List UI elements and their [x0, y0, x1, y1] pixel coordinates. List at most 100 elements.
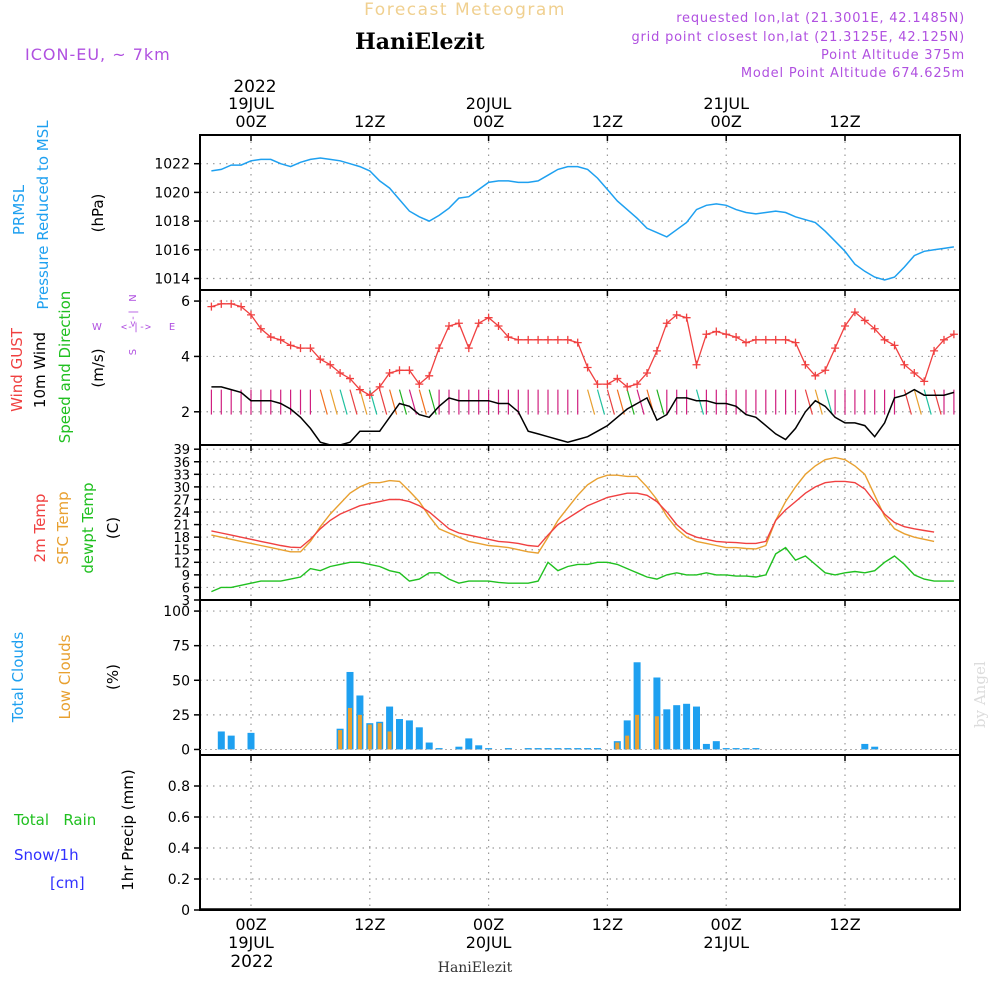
temp-ytick-label: 39	[173, 443, 190, 458]
total-clouds-bar	[594, 748, 601, 750]
gust-marker	[751, 335, 760, 344]
compass-south: S	[128, 349, 139, 355]
gust-marker	[385, 369, 394, 378]
wind-direction-arrow	[369, 389, 378, 415]
total-clouds-bar	[425, 742, 433, 750]
footer-station: HaniElezit	[438, 960, 513, 976]
gust-marker	[395, 366, 404, 375]
gust-marker	[217, 299, 226, 308]
wind-direction-arrow	[933, 389, 942, 415]
total-clouds-bar	[544, 748, 552, 750]
precip-frame	[199, 754, 961, 911]
gust-label: Wind GUST	[8, 327, 26, 412]
requested-coords: requested lon,lat (21.3001E, 42.1485N)	[676, 11, 965, 26]
precip-ytick-label: 0.4	[168, 841, 190, 857]
gust-marker	[296, 344, 305, 353]
pressure-unit: (hPa)	[89, 194, 107, 233]
precip-ytick-label: 0.6	[168, 810, 190, 826]
temp-ytick-label: 30	[173, 481, 190, 496]
rain-label: Total Rain	[13, 811, 96, 829]
total-clouds-bar	[752, 748, 760, 750]
pressure-ytick-label: 1020	[154, 185, 190, 201]
station-name: HaniElezit	[355, 29, 485, 55]
gust-marker	[940, 335, 948, 344]
total-clouds-bar	[633, 662, 641, 750]
total-clouds-bar	[693, 706, 700, 750]
gust-line	[211, 303, 955, 396]
total-clouds-bar	[673, 705, 681, 750]
low-clouds-bar	[654, 716, 659, 750]
bottom-hour-label: 12Z	[354, 915, 385, 934]
gust-marker	[336, 369, 345, 378]
gust-marker	[563, 335, 572, 344]
total-clouds-bar	[396, 719, 403, 750]
gust-marker	[623, 382, 632, 391]
clouds-ytick-label: 25	[172, 708, 190, 724]
wind-dir-label: Speed and Direction	[56, 291, 74, 444]
low-clouds-bar	[377, 723, 382, 750]
gust-marker	[860, 316, 869, 325]
model-altitude: Model Point Altitude 674.625m	[741, 66, 965, 81]
total-clouds-bar	[465, 738, 473, 750]
wind-direction-arrow	[398, 389, 408, 415]
wind-panel	[194, 289, 961, 446]
gust-marker	[692, 360, 701, 369]
gust-marker	[761, 335, 770, 344]
gust-marker	[425, 371, 434, 380]
wind-compass-icon: W <-|-> E N S <-|	[92, 294, 175, 355]
total-clouds-bar	[702, 743, 710, 750]
gust-marker	[276, 335, 285, 344]
low-clouds-bar	[357, 714, 362, 750]
low-clouds-label: Low Clouds	[56, 634, 74, 719]
gust-marker	[375, 382, 384, 391]
bottom-date-label: 20JUL	[466, 933, 512, 952]
wind-direction-arrow	[319, 389, 328, 415]
precip-ytick-label: 0	[181, 903, 190, 919]
gust-marker	[464, 344, 473, 353]
gust-marker	[613, 374, 622, 383]
top-year: 2022	[233, 77, 276, 97]
pressure-ytick-label: 1022	[154, 157, 190, 173]
sfc-label: SFC Temp	[54, 491, 72, 564]
compass-east: E	[169, 322, 175, 333]
total-clouds-bar	[227, 735, 235, 750]
total-clouds-bar	[732, 748, 740, 750]
low-clouds-bar	[348, 707, 352, 750]
wind-label: 10m Wind	[31, 332, 49, 408]
total-clouds-bar	[584, 748, 592, 750]
total-clouds-bar	[683, 703, 691, 750]
dewpt-label: dewpt Temp	[79, 482, 97, 573]
total-clouds-bar	[663, 709, 671, 750]
wind-direction-arrow	[359, 389, 368, 415]
bottom-year: 2022	[230, 952, 273, 972]
gust-marker	[474, 319, 483, 328]
gust-marker	[256, 324, 265, 333]
gust-marker	[880, 335, 889, 344]
top-hour-label: 12Z	[592, 112, 623, 131]
gust-marker	[662, 319, 671, 328]
gust-marker	[227, 299, 236, 308]
total-clouds-bar	[861, 743, 869, 750]
gust-marker	[504, 333, 513, 342]
gust-marker	[712, 327, 721, 336]
wind-direction-arrow	[656, 389, 665, 415]
clouds-ytick-label: 50	[172, 673, 190, 689]
pressure-ytick-label: 1016	[154, 243, 190, 259]
total-clouds-bar	[574, 748, 582, 750]
gust-marker	[732, 333, 741, 342]
low-clouds-bar	[615, 742, 620, 750]
total-clouds-bar	[475, 745, 483, 750]
total-clouds-bar	[722, 748, 730, 750]
wind-direction-arrow	[418, 389, 427, 415]
total-clouds-bar	[435, 748, 443, 750]
wind-direction-arrow	[596, 389, 606, 415]
gust-marker	[415, 380, 424, 389]
pressure-line	[211, 157, 955, 281]
total-clouds-label: Total Clouds	[9, 632, 27, 724]
gust-marker	[534, 335, 543, 344]
temp-unit: (C)	[104, 517, 122, 539]
gust-marker	[682, 313, 691, 322]
total-clouds-bar	[405, 720, 413, 750]
wind-ytick-label: 2	[181, 405, 190, 421]
